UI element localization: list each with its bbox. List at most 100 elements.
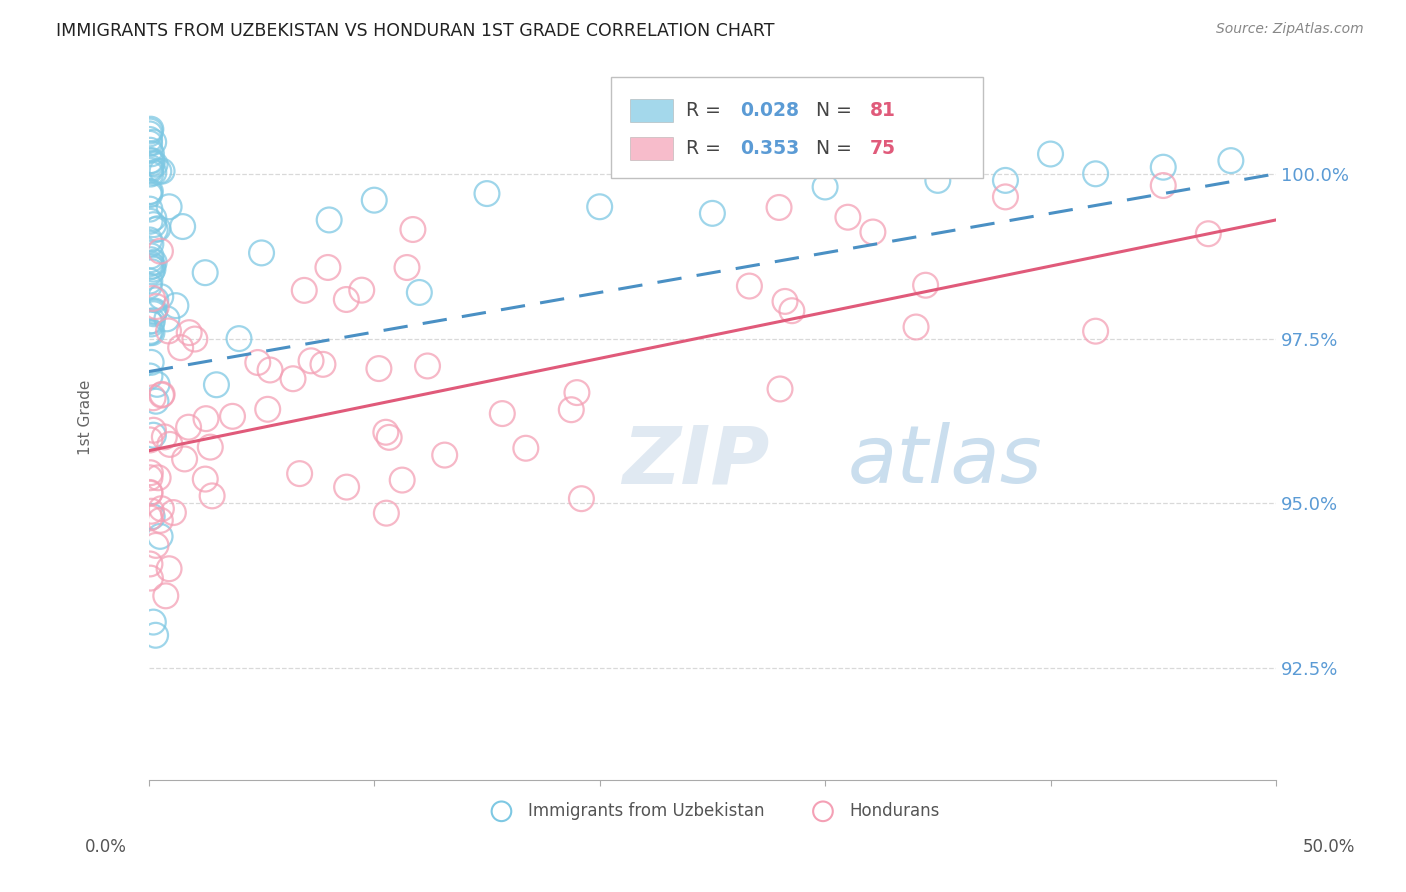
FancyBboxPatch shape bbox=[630, 99, 673, 122]
Point bbox=[150, 387, 173, 401]
Point bbox=[994, 173, 1017, 187]
Point bbox=[145, 538, 167, 552]
Point bbox=[200, 440, 222, 454]
Point bbox=[768, 201, 790, 215]
Point bbox=[312, 357, 335, 371]
Text: 0.0%: 0.0% bbox=[84, 838, 127, 855]
Point bbox=[139, 557, 162, 571]
Text: atlas: atlas bbox=[848, 422, 1042, 500]
Point bbox=[153, 430, 176, 444]
Point bbox=[363, 193, 385, 207]
Point bbox=[139, 185, 162, 199]
Point bbox=[336, 480, 359, 494]
Point bbox=[139, 485, 162, 500]
Point bbox=[156, 311, 179, 326]
Text: ZIP: ZIP bbox=[623, 422, 769, 500]
Text: 50.0%: 50.0% bbox=[1302, 838, 1355, 855]
Point bbox=[177, 420, 200, 434]
Point bbox=[281, 372, 304, 386]
Point bbox=[143, 304, 166, 318]
Point bbox=[560, 402, 582, 417]
Point bbox=[139, 511, 162, 525]
Y-axis label: 1st Grade: 1st Grade bbox=[79, 380, 93, 456]
Point bbox=[145, 300, 167, 314]
Text: N =: N = bbox=[815, 139, 858, 158]
Point bbox=[433, 448, 456, 462]
Point bbox=[139, 324, 162, 338]
Point bbox=[905, 320, 928, 334]
Point bbox=[139, 274, 162, 288]
Point bbox=[228, 332, 250, 346]
Point bbox=[416, 359, 439, 373]
Point bbox=[157, 324, 180, 338]
Point bbox=[491, 407, 513, 421]
Point bbox=[139, 433, 162, 447]
Point bbox=[515, 442, 537, 456]
Point bbox=[201, 489, 224, 503]
FancyBboxPatch shape bbox=[630, 136, 673, 160]
Point bbox=[141, 317, 163, 331]
Legend: Immigrants from Uzbekistan, Hondurans: Immigrants from Uzbekistan, Hondurans bbox=[478, 795, 946, 826]
Point bbox=[141, 153, 163, 168]
Point bbox=[702, 206, 724, 220]
Point bbox=[139, 167, 162, 181]
Point bbox=[139, 153, 162, 168]
Point bbox=[150, 388, 173, 402]
Point bbox=[142, 307, 165, 321]
Point bbox=[138, 127, 160, 141]
Point bbox=[256, 402, 278, 417]
Point bbox=[138, 233, 160, 247]
Point bbox=[1084, 324, 1107, 338]
Point bbox=[862, 225, 884, 239]
Point bbox=[141, 355, 163, 369]
Point bbox=[150, 164, 173, 178]
Point bbox=[142, 428, 165, 442]
Point bbox=[142, 423, 165, 437]
Point bbox=[149, 529, 172, 543]
Point bbox=[139, 214, 162, 228]
Point bbox=[146, 471, 169, 485]
Point bbox=[139, 260, 162, 274]
Text: N =: N = bbox=[815, 101, 858, 120]
Point bbox=[179, 326, 201, 340]
Point bbox=[143, 305, 166, 319]
Point bbox=[142, 211, 165, 225]
Point bbox=[139, 124, 162, 138]
Point bbox=[780, 303, 803, 318]
Point bbox=[145, 394, 167, 409]
Point bbox=[335, 293, 357, 307]
Point bbox=[149, 290, 172, 304]
Point bbox=[318, 213, 340, 227]
Point bbox=[408, 285, 430, 300]
Point bbox=[367, 361, 389, 376]
Point bbox=[173, 452, 195, 467]
Point bbox=[391, 473, 413, 487]
Point bbox=[146, 377, 169, 392]
Text: IMMIGRANTS FROM UZBEKISTAN VS HONDURAN 1ST GRADE CORRELATION CHART: IMMIGRANTS FROM UZBEKISTAN VS HONDURAN 1… bbox=[56, 22, 775, 40]
Point bbox=[288, 467, 311, 481]
Point bbox=[139, 571, 162, 585]
Point bbox=[138, 314, 160, 328]
Point bbox=[139, 163, 162, 178]
Point bbox=[246, 355, 269, 369]
Point bbox=[146, 221, 169, 235]
Point bbox=[1152, 160, 1174, 174]
Point bbox=[837, 211, 859, 225]
Point bbox=[374, 425, 396, 440]
Point bbox=[205, 377, 228, 392]
Point bbox=[350, 283, 373, 297]
Point bbox=[994, 190, 1017, 204]
Point bbox=[142, 259, 165, 273]
Point bbox=[139, 486, 162, 500]
Text: R =: R = bbox=[686, 139, 727, 158]
Point bbox=[1039, 147, 1062, 161]
Point bbox=[139, 161, 162, 175]
Text: 81: 81 bbox=[870, 101, 896, 120]
Point bbox=[162, 506, 184, 520]
Point bbox=[139, 369, 162, 384]
Point bbox=[769, 382, 792, 396]
Point bbox=[395, 260, 418, 275]
Point bbox=[142, 135, 165, 149]
Point bbox=[1084, 167, 1107, 181]
Point bbox=[141, 326, 163, 340]
